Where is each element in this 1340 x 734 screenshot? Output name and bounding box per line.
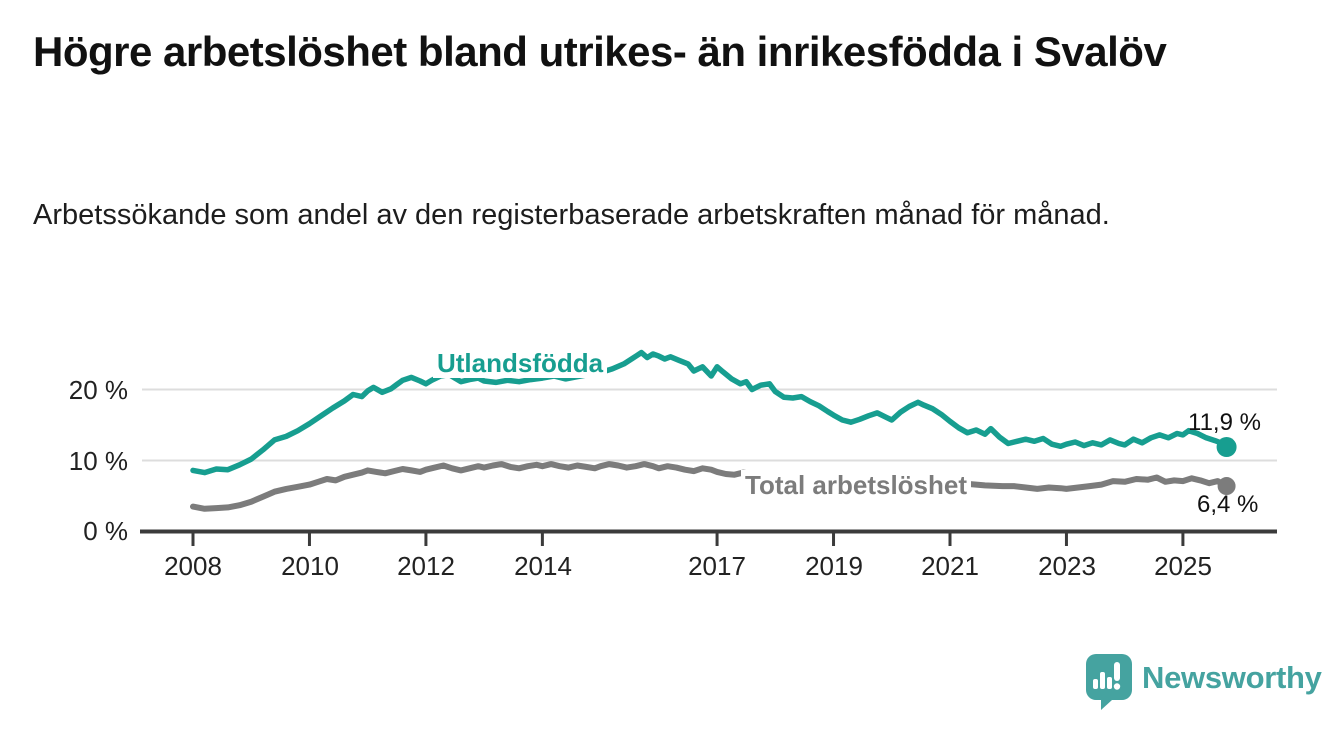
- chart-subtitle: Arbetssökande som andel av den registerb…: [33, 199, 1110, 231]
- y-tick-0: 0 %: [83, 516, 128, 546]
- page-title: Högre arbetslöshet bland utrikes- än inr…: [33, 28, 1167, 75]
- series-label-total-arbetsloshet: Total arbetslöshet: [741, 470, 972, 500]
- x-tick-2010: 2010: [281, 551, 339, 581]
- x-tick-2023: 2023: [1038, 551, 1096, 581]
- x-tick-2025: 2025: [1154, 551, 1212, 581]
- data-series-lines: [190, 349, 1237, 512]
- y-tick-20: 20 %: [68, 375, 128, 405]
- end-value-total: 6,4 %: [1197, 491, 1259, 518]
- x-axis: [140, 529, 1277, 546]
- end-value-utlandsfodda: 11,9 %: [1188, 409, 1261, 436]
- x-tick-2017: 2017: [688, 551, 746, 581]
- x-tick-2012: 2012: [397, 551, 455, 581]
- newsworthy-logo: Newsworthy: [1086, 654, 1322, 710]
- x-tick-2021: 2021: [921, 551, 979, 581]
- series-label-utlandsfodda: Utlandsfödda: [433, 348, 608, 378]
- x-tick-2014: 2014: [514, 551, 572, 581]
- x-tick-2008: 2008: [164, 551, 222, 581]
- x-tick-2019: 2019: [805, 551, 863, 581]
- y-tick-10: 10 %: [68, 446, 128, 476]
- newsworthy-bubble-chart-icon: [1086, 654, 1132, 710]
- newsworthy-wordmark: Newsworthy: [1142, 660, 1322, 695]
- gridlines: [142, 388, 1277, 462]
